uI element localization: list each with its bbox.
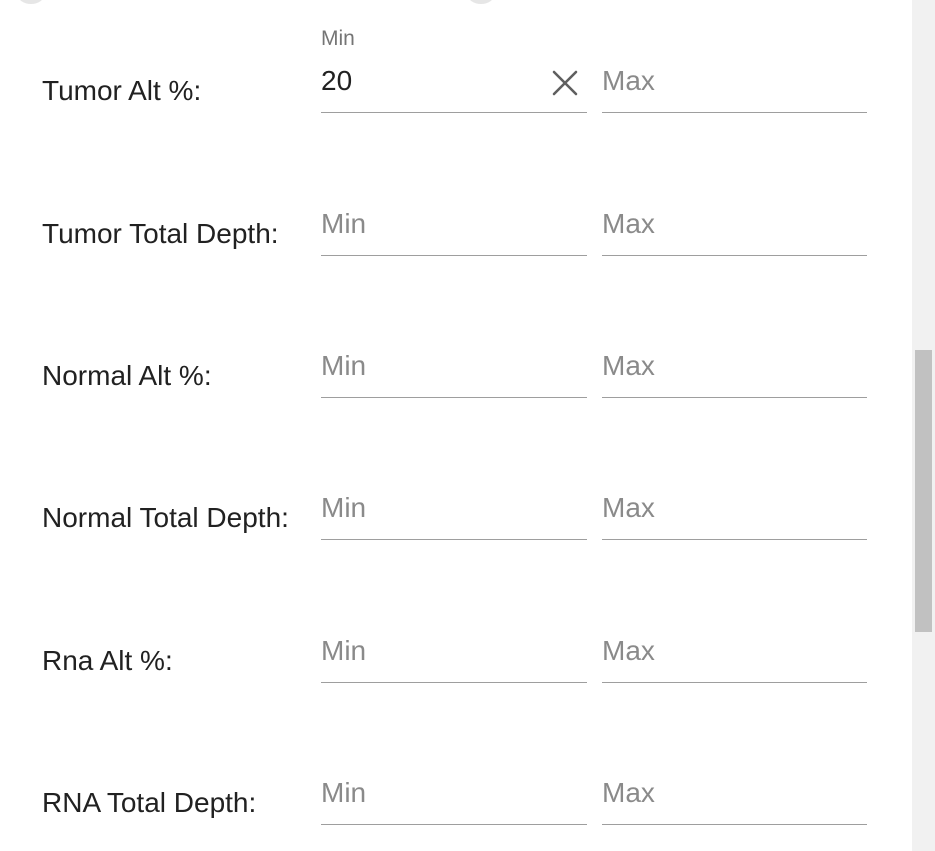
field-placeholder: Min: [321, 777, 367, 808]
field-placeholder: Max: [602, 350, 655, 381]
filter-label: Normal Alt %:: [42, 360, 212, 391]
filter-row-rna-alt: Rna Alt %: Min Max: [0, 623, 905, 723]
filter-label: Tumor Alt %:: [42, 75, 202, 106]
field-value: 20: [321, 65, 353, 96]
field-placeholder: Max: [602, 65, 655, 96]
clear-button[interactable]: [549, 67, 581, 99]
tumor-alt-max-field[interactable]: Max: [602, 53, 867, 113]
rna-total-depth-max-field[interactable]: Max: [602, 765, 867, 825]
filter-row-tumor-alt: Tumor Alt %: Min 20 Max: [0, 27, 905, 153]
scrollbar-track[interactable]: [912, 0, 935, 851]
filter-row-normal-alt: Normal Alt %: Min Max: [0, 338, 905, 438]
rna-alt-max-field[interactable]: Max: [602, 623, 867, 683]
filter-label: Rna Alt %:: [42, 645, 173, 676]
normal-total-depth-max-field[interactable]: Max: [602, 480, 867, 540]
normal-alt-max-field[interactable]: Max: [602, 338, 867, 398]
filter-label: Normal Total Depth:: [42, 502, 289, 533]
floating-label: Min: [321, 27, 355, 50]
filter-row-rna-total-depth: RNA Total Depth: Min Max: [0, 765, 905, 851]
filter-label: RNA Total Depth:: [42, 787, 257, 818]
filter-row-tumor-total-depth: Tumor Total Depth: Min Max: [0, 196, 905, 296]
field-placeholder: Max: [602, 777, 655, 808]
filter-row-normal-total-depth: Normal Total Depth: Min Max: [0, 480, 905, 580]
filter-label: Tumor Total Depth:: [42, 218, 279, 249]
normal-total-depth-min-field[interactable]: Min: [321, 480, 587, 540]
top-partial-control: [18, 0, 44, 4]
rna-alt-min-field[interactable]: Min: [321, 623, 587, 683]
close-icon: [552, 70, 578, 96]
field-placeholder: Min: [321, 492, 367, 523]
rna-total-depth-min-field[interactable]: Min: [321, 765, 587, 825]
tumor-total-depth-min-field[interactable]: Min: [321, 196, 587, 256]
top-partial-control: [468, 0, 494, 4]
field-placeholder: Min: [321, 350, 367, 381]
scrollbar-thumb[interactable]: [915, 350, 932, 632]
normal-alt-min-field[interactable]: Min: [321, 338, 587, 398]
field-placeholder: Min: [321, 208, 367, 239]
field-placeholder: Max: [602, 635, 655, 666]
field-placeholder: Max: [602, 208, 655, 239]
field-placeholder: Min: [321, 635, 367, 666]
field-placeholder: Max: [602, 492, 655, 523]
tumor-alt-min-field[interactable]: Min 20: [321, 27, 587, 113]
tumor-total-depth-max-field[interactable]: Max: [602, 196, 867, 256]
